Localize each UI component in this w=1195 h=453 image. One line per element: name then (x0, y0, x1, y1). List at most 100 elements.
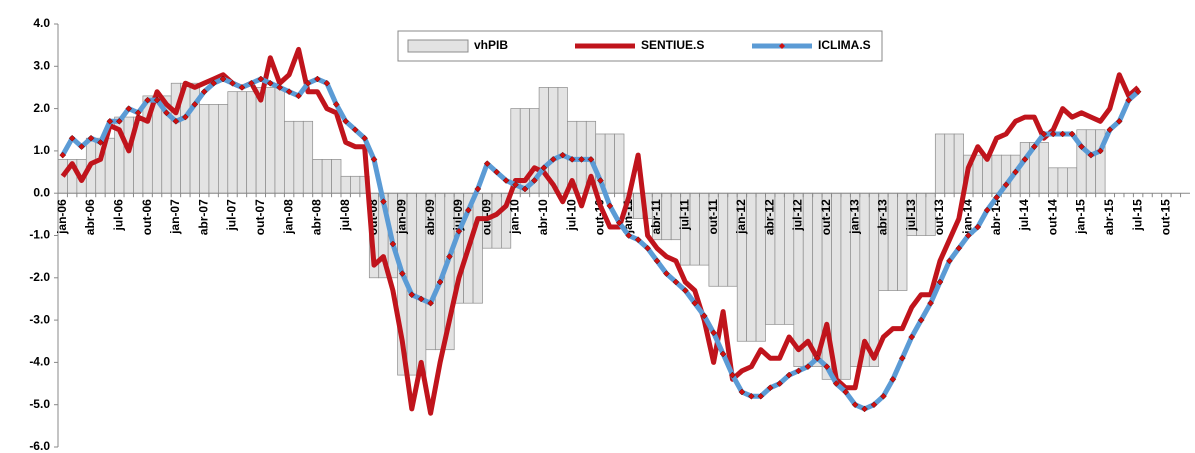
x-tick-label: jul-10 (564, 199, 578, 232)
marker (1021, 156, 1029, 163)
y-tick-label: -3.0 (29, 312, 50, 326)
x-tick-label: jul-08 (338, 199, 352, 232)
legend-swatch (407, 39, 469, 53)
marker (615, 219, 623, 227)
bar (284, 120, 295, 194)
marker (681, 287, 689, 294)
marker (700, 312, 708, 320)
marker (97, 139, 104, 146)
marker (936, 278, 944, 286)
bar (265, 87, 276, 194)
bar (293, 120, 304, 194)
legend-label: ICLIMA.S (818, 38, 871, 52)
bar (123, 116, 134, 194)
bar (321, 159, 332, 194)
marker (1115, 117, 1123, 125)
marker (757, 392, 765, 400)
marker (795, 367, 802, 375)
marker (59, 151, 67, 159)
y-tick-label: 0.0 (33, 185, 50, 199)
marker (861, 405, 868, 413)
marker (804, 363, 812, 370)
marker (172, 117, 180, 125)
marker (398, 270, 406, 277)
bar (604, 133, 615, 194)
x-tick-label: abr-08 (310, 199, 324, 235)
x-tick-label: abr-14 (989, 199, 1003, 235)
bar (151, 95, 163, 194)
marker (436, 278, 444, 286)
marker (134, 109, 142, 117)
marker (549, 156, 557, 163)
marker (314, 75, 321, 83)
x-tick-label: jan-10 (508, 199, 522, 235)
x-tick-label: out-07 (253, 199, 267, 235)
marker (153, 96, 161, 104)
marker (163, 109, 170, 117)
marker (1059, 130, 1067, 138)
marker (1030, 143, 1038, 151)
x-tick-label: jan-07 (168, 199, 182, 235)
bar (274, 87, 285, 194)
marker (559, 151, 567, 159)
x-tick-label: jul-15 (1130, 199, 1144, 232)
bar (934, 133, 946, 194)
marker (927, 299, 934, 307)
marker (276, 84, 284, 91)
marker (691, 299, 699, 307)
marker (266, 79, 274, 87)
x-tick-label: jan-15 (1074, 199, 1088, 235)
bar (208, 104, 219, 194)
marker (144, 96, 151, 104)
marker (1134, 88, 1142, 96)
marker (738, 388, 746, 396)
marker (568, 156, 576, 163)
marker (115, 117, 123, 125)
legend-marker (779, 43, 785, 49)
y-tick-label: 2.0 (33, 101, 50, 115)
marker (370, 156, 378, 163)
bar (944, 133, 955, 194)
bar (991, 154, 1002, 194)
marker (295, 92, 302, 100)
x-tick-label: abr-06 (83, 199, 97, 235)
marker (964, 232, 972, 239)
x-tick-label: jan-09 (394, 199, 408, 235)
bar (350, 175, 361, 194)
x-tick-label: jan-06 (55, 199, 69, 235)
marker (427, 299, 434, 307)
marker (946, 257, 953, 265)
y-tick-label: -4.0 (29, 355, 50, 369)
marker (512, 181, 519, 189)
bar (246, 91, 257, 194)
marker (1078, 143, 1085, 151)
bar (557, 87, 568, 194)
marker (889, 375, 897, 383)
marker (304, 79, 312, 87)
marker (766, 384, 774, 392)
bar (614, 133, 625, 194)
marker (87, 134, 95, 142)
y-tick-label: -2.0 (29, 270, 50, 284)
bar (218, 104, 229, 194)
marker (578, 156, 585, 163)
marker (521, 185, 529, 193)
x-tick-label: out-15 (1159, 199, 1173, 235)
marker (908, 333, 916, 341)
marker (78, 143, 85, 151)
marker (672, 278, 680, 286)
x-tick-label: abr-11 (649, 199, 663, 235)
bar (1085, 129, 1097, 194)
x-tick-label: jul-12 (791, 199, 805, 232)
marker (955, 244, 963, 252)
marker (974, 223, 982, 231)
bar (312, 159, 323, 194)
marker (993, 194, 1000, 201)
marker (1097, 147, 1104, 155)
x-tick-label: out-12 (819, 199, 833, 235)
marker (606, 202, 614, 210)
marker (917, 316, 925, 324)
marker (880, 392, 887, 400)
marker (785, 371, 793, 379)
marker (351, 126, 359, 134)
